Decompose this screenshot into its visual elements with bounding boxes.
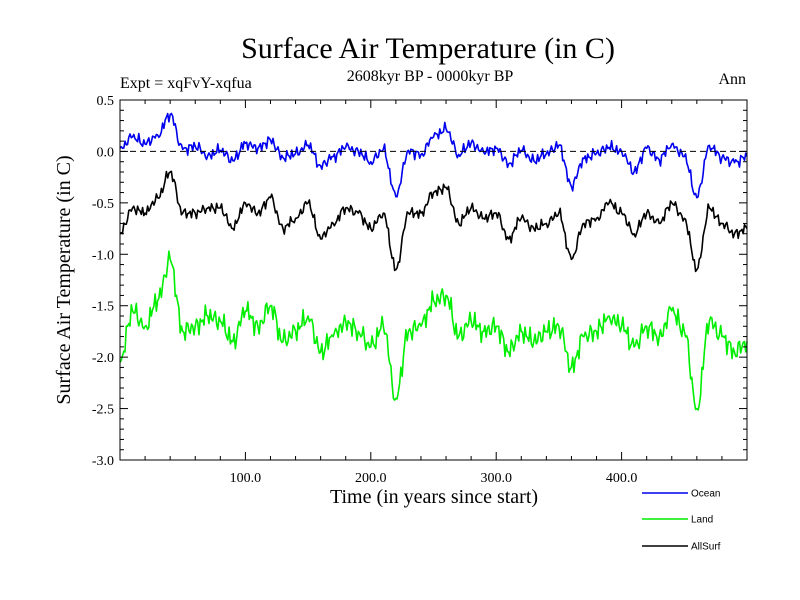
y-tick-label: 0.5 [97, 94, 115, 109]
legend-label-land: Land [691, 515, 713, 526]
legend: Ocean Land AllSurf [642, 489, 721, 553]
x-tick-label: 400.0 [606, 471, 638, 486]
series-layer [119, 112, 748, 411]
y-tick-label: 0.0 [97, 145, 115, 160]
y-tick-label: -2.0 [92, 351, 114, 366]
series-line-land [119, 250, 748, 411]
x-tick-label: 300.0 [480, 471, 512, 486]
series-line-ocean [119, 112, 748, 199]
y-tick-label: -3.0 [92, 454, 114, 469]
chart-subtitle: 2608kyr BP - 0000kyr BP [347, 68, 514, 85]
y-tick-label: -2.5 [92, 403, 114, 418]
legend-label-ocean: Ocean [691, 489, 720, 500]
legend-label-allsurf: AllSurf [691, 542, 721, 553]
x-tick-label: 100.0 [230, 471, 262, 486]
y-tick-label: -0.5 [92, 197, 114, 212]
y-tick-label: -1.0 [92, 248, 114, 263]
y-axis-label: Surface Air Temperature (in C) [53, 155, 75, 404]
x-axis-label: Time (in years since start) [330, 486, 538, 508]
y-tick-label: -1.5 [92, 300, 114, 315]
x-tick-label: 200.0 [355, 471, 387, 486]
expt-label: Expt = xqFvY-xqfua [120, 75, 252, 92]
tick-layer: 0.5 0.0 -0.5 -1.0 -1.5 -2.0 -2.5 -3.0 100.0 200.0… [92, 94, 747, 486]
chart-title: Surface Air Temperature (in C) [241, 32, 615, 65]
period-label: Ann [718, 71, 746, 88]
plot-frame [119, 99, 748, 461]
series-line-allsurf [119, 170, 748, 273]
